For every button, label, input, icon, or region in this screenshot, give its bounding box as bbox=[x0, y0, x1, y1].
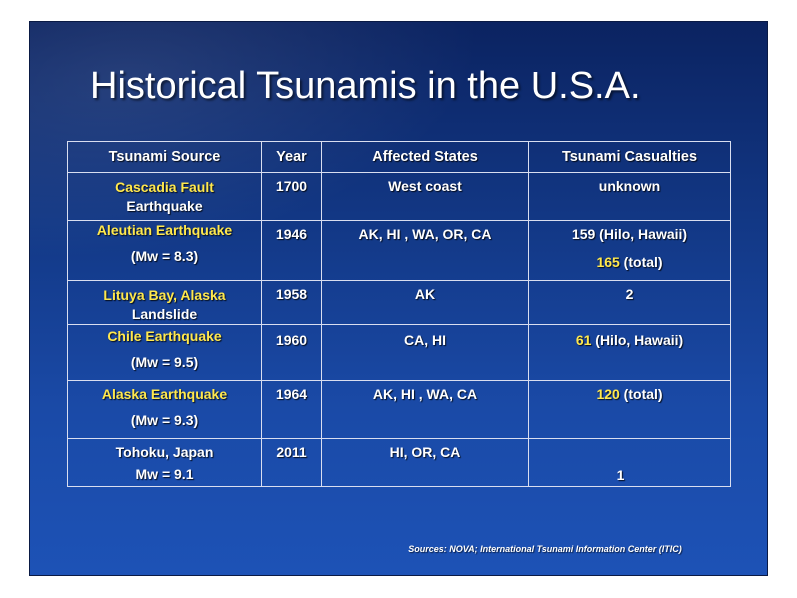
casualties-cell: unknown bbox=[528, 172, 731, 221]
states-cell: HI, OR, CA bbox=[321, 438, 529, 487]
source-name: Alaska Earthquake bbox=[101, 386, 228, 402]
header-casualties: Tsunami Casualties bbox=[528, 141, 731, 173]
casualties-total: 165 (total) bbox=[531, 251, 728, 273]
source-name: Aleutian Earthquake bbox=[96, 222, 233, 238]
source-name: Lituya Bay, Alaska bbox=[103, 287, 226, 303]
table-row: Chile Earthquake (Mw = 9.5) 1960 CA, HI … bbox=[67, 324, 731, 381]
source-name: Cascadia Fault bbox=[115, 179, 214, 195]
table-row: Cascadia Fault Earthquake 1700 West coas… bbox=[67, 172, 731, 221]
sources-note: Sources: NOVA; International Tsunami Inf… bbox=[408, 544, 682, 554]
casualties-note: (total) bbox=[619, 386, 663, 402]
source-name: Chile Earthquake bbox=[107, 328, 222, 344]
states-cell: AK, HI , WA, OR, CA bbox=[321, 220, 529, 281]
header-states: Affected States bbox=[321, 141, 529, 173]
casualties-number: 165 bbox=[596, 254, 620, 270]
casualties-cell: 1 bbox=[528, 438, 731, 487]
year-cell: 1946 bbox=[261, 220, 322, 281]
source-cell: Alaska Earthquake (Mw = 9.3) bbox=[67, 380, 262, 439]
source-cell: Tohoku, Japan Mw = 9.1 bbox=[67, 438, 262, 487]
source-cell: Lituya Bay, Alaska Landslide bbox=[67, 280, 262, 325]
source-type: Earthquake bbox=[126, 198, 203, 214]
casualties-cell: 120 (total) bbox=[528, 380, 731, 439]
casualties-number: 61 bbox=[575, 332, 592, 348]
table-row: Aleutian Earthquake (Mw = 8.3) 1946 AK, … bbox=[67, 220, 731, 281]
source-magnitude: (Mw = 9.5) bbox=[130, 354, 199, 370]
source-cell: Aleutian Earthquake (Mw = 8.3) bbox=[67, 220, 262, 281]
source-magnitude: (Mw = 8.3) bbox=[130, 248, 199, 264]
year-cell: 1960 bbox=[261, 324, 322, 381]
slide: Historical Tsunamis in the U.S.A. Tsunam… bbox=[29, 21, 768, 576]
table-row: Tohoku, Japan Mw = 9.1 2011 HI, OR, CA 1 bbox=[67, 438, 731, 487]
states-cell: AK, HI , WA, CA bbox=[321, 380, 529, 439]
slide-title: Historical Tsunamis in the U.S.A. bbox=[90, 65, 641, 107]
table-row: Lituya Bay, Alaska Landslide 1958 AK 2 bbox=[67, 280, 731, 325]
year-cell: 1958 bbox=[261, 280, 322, 325]
source-cell: Cascadia Fault Earthquake bbox=[67, 172, 262, 221]
source-type: Landslide bbox=[131, 306, 198, 322]
tsunami-table: Tsunami Source Year Affected States Tsun… bbox=[67, 141, 731, 487]
header-year: Year bbox=[261, 141, 322, 173]
casualties-cell: 61 (Hilo, Hawaii) bbox=[528, 324, 731, 381]
casualties-local: 159 (Hilo, Hawaii) bbox=[571, 226, 688, 242]
header-source: Tsunami Source bbox=[67, 141, 262, 173]
year-cell: 1964 bbox=[261, 380, 322, 439]
table-header-row: Tsunami Source Year Affected States Tsun… bbox=[67, 141, 731, 173]
casualties-number: 120 bbox=[596, 386, 620, 402]
casualties-cell: 159 (Hilo, Hawaii) 165 (total) bbox=[528, 220, 731, 281]
states-cell: West coast bbox=[321, 172, 529, 221]
source-magnitude: (Mw = 9.3) bbox=[130, 412, 199, 428]
source-cell: Chile Earthquake (Mw = 9.5) bbox=[67, 324, 262, 381]
casualties-note: (total) bbox=[619, 254, 663, 270]
states-cell: CA, HI bbox=[321, 324, 529, 381]
casualties-cell: 2 bbox=[528, 280, 731, 325]
year-cell: 1700 bbox=[261, 172, 322, 221]
source-name: Tohoku, Japan Mw = 9.1 bbox=[115, 444, 214, 482]
states-cell: AK bbox=[321, 280, 529, 325]
casualties-note: (Hilo, Hawaii) bbox=[591, 332, 684, 348]
table-row: Alaska Earthquake (Mw = 9.3) 1964 AK, HI… bbox=[67, 380, 731, 439]
year-cell: 2011 bbox=[261, 438, 322, 487]
